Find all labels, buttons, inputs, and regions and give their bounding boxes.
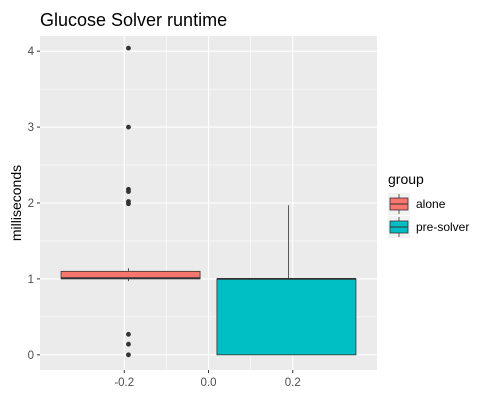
legend: group alone pre-solver [388, 171, 469, 238]
legend-label: alone [416, 197, 446, 211]
axes: 0 1 2 3 4 -0.2 0.0 0.2 [28, 46, 301, 389]
legend-label: pre-solver [416, 220, 469, 234]
box-pre-solver [216, 205, 357, 356]
y-tick-label: 2 [28, 198, 34, 210]
box-body [216, 278, 357, 356]
legend-title: group [388, 171, 424, 187]
legend-item-alone: alone [388, 193, 446, 215]
x-tick-label: 0.0 [201, 377, 217, 389]
outlier-point [126, 341, 131, 347]
chart-title: Glucose Solver runtime [40, 10, 227, 30]
y-tick-label: 0 [28, 350, 34, 362]
x-tick-label: 0.2 [285, 377, 301, 389]
outlier-point [126, 352, 131, 358]
legend-items: alone pre-solver [388, 193, 469, 238]
box-alone [60, 45, 201, 358]
legend-item-pre-solver: pre-solver [388, 216, 469, 238]
y-tick-label: 3 [28, 122, 34, 134]
outlier-point [126, 189, 131, 195]
y-tick-label: 1 [28, 274, 34, 286]
data-layer [60, 45, 357, 358]
outlier-point [126, 124, 131, 130]
y-tick-label: 4 [28, 46, 35, 58]
outlier-point [126, 331, 131, 337]
outlier-point [126, 201, 131, 207]
x-tick-label: -0.2 [114, 377, 134, 389]
outlier-point [126, 45, 131, 51]
y-axis-title: milliseconds [8, 165, 24, 241]
